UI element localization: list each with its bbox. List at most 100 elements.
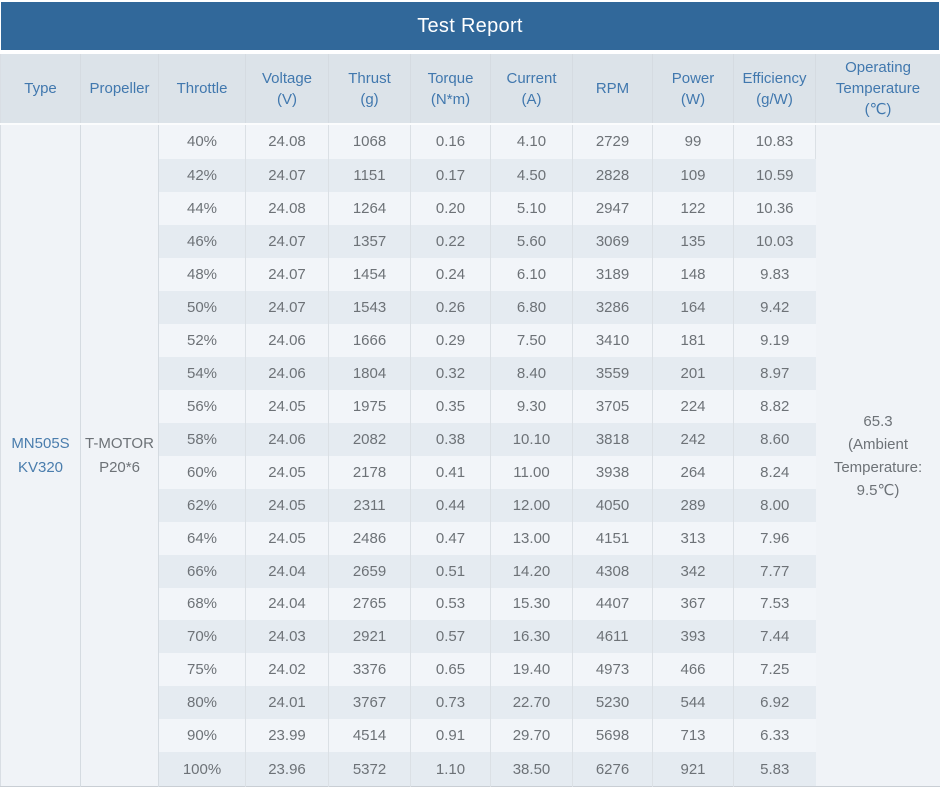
rpm-value: 3938 [572,455,653,489]
rpm-value: 3818 [572,422,653,456]
voltage-value: 24.04 [245,554,329,588]
voltage-value: 24.05 [245,455,329,489]
thrust-value: 5372 [328,752,411,787]
throttle-value: 42% [158,158,246,192]
thrust-value: 2659 [328,554,411,588]
throttle-value: 46% [158,224,246,258]
power-value: 342 [652,554,734,588]
rpm-value: 3410 [572,323,653,357]
torque-value: 0.26 [410,290,491,324]
voltage-value: 24.07 [245,158,329,192]
power-value: 393 [652,620,734,654]
rpm-value: 3705 [572,389,653,423]
thrust-value: 4514 [328,719,411,753]
table-row: 42% 24.07 1151 0.17 4.50 2828 109 10.59 [1,158,940,192]
torque-value: 0.29 [410,323,491,357]
current-value: 4.10 [490,124,573,159]
power-value: 242 [652,422,734,456]
type-cell-text: KV320 [17,458,64,476]
torque-value: 0.17 [410,158,491,192]
column-label: RPM [595,80,630,97]
table-row: 54% 24.06 1804 0.32 8.40 3559 201 8.97 [1,356,940,390]
thrust-value: 1975 [328,389,411,423]
rpm-value: 4611 [572,620,653,654]
column-header-thrust: Thrust (g) [328,54,411,125]
voltage-value: 24.07 [245,224,329,258]
torque-value: 0.57 [410,620,491,654]
table-row: 75% 24.02 3376 0.65 19.40 4973 466 7.25 [1,653,940,687]
throttle-value: 50% [158,290,246,324]
rpm-value: 4407 [572,587,653,621]
voltage-value: 24.03 [245,620,329,654]
throttle-value: 62% [158,488,246,522]
efficiency-value: 9.83 [733,257,816,291]
throttle-value: 60% [158,455,246,489]
throttle-value: 80% [158,686,246,720]
power-value: 289 [652,488,734,522]
power-value: 264 [652,455,734,489]
efficiency-value: 9.19 [733,323,816,357]
column-header-efficiency: Efficiency (g/W) [733,54,816,125]
column-label: Thrust [348,69,391,87]
voltage-value: 23.96 [245,752,329,787]
type-cell: MN505S KV320 [0,124,81,787]
current-value: 6.80 [490,290,573,324]
thrust-value: 1264 [328,191,411,225]
thrust-value: 2178 [328,455,411,489]
test-report-table: Type Propeller Throttle Voltage (V) Thrust (g)… [0,54,940,787]
throttle-value: 68% [158,587,246,621]
throttle-value: 44% [158,191,246,225]
voltage-value: 24.06 [245,356,329,390]
current-value: 11.00 [490,455,573,489]
efficiency-value: 7.96 [733,521,816,555]
power-value: 201 [652,356,734,390]
current-value: 12.00 [490,488,573,522]
column-unit: (N*m) [430,90,471,108]
table-row: 70% 24.03 2921 0.57 16.30 4611 393 7.44 [1,620,940,654]
column-header-current: Current (A) [490,54,573,125]
table-row: 66% 24.04 2659 0.51 14.20 4308 342 7.77 [1,554,940,588]
operating-temperature-cell-text: (Ambient Temperature: 9.5℃) [833,435,923,499]
power-value: 224 [652,389,734,423]
throttle-value: 90% [158,719,246,753]
power-value: 544 [652,686,734,720]
throttle-value: 56% [158,389,246,423]
thrust-value: 3767 [328,686,411,720]
efficiency-value: 8.00 [733,488,816,522]
voltage-value: 24.05 [245,488,329,522]
current-value: 16.30 [490,620,573,654]
efficiency-value: 10.83 [733,124,816,159]
efficiency-value: 7.77 [733,554,816,588]
current-value: 38.50 [490,752,573,787]
table-row: 46% 24.07 1357 0.22 5.60 3069 135 10.03 [1,224,940,258]
throttle-value: 52% [158,323,246,357]
current-value: 5.60 [490,224,573,258]
table-row: 100% 23.96 5372 1.10 38.50 6276 921 5.83 [1,752,940,787]
throttle-value: 54% [158,356,246,390]
thrust-value: 1068 [328,124,411,159]
efficiency-value: 7.25 [733,653,816,687]
thrust-value: 1151 [328,158,411,192]
power-value: 122 [652,191,734,225]
propeller-cell-text: P20*6 [99,458,140,476]
rpm-value: 3069 [572,224,653,258]
rpm-value: 3189 [572,257,653,291]
current-value: 7.50 [490,323,573,357]
torque-value: 0.73 [410,686,491,720]
propeller-cell-text: T-MOTOR [85,434,154,452]
torque-value: 1.10 [410,752,491,787]
column-header-power: Power (W) [652,54,734,125]
voltage-value: 24.05 [245,521,329,555]
column-unit: (W) [680,90,706,108]
table-row: 60% 24.05 2178 0.41 11.00 3938 264 8.24 [1,455,940,489]
column-label: Efficiency [742,69,807,87]
torque-value: 0.24 [410,257,491,291]
current-value: 13.00 [490,521,573,555]
torque-value: 0.53 [410,587,491,621]
table-row: 64% 24.05 2486 0.47 13.00 4151 313 7.96 [1,521,940,555]
efficiency-value: 6.33 [733,719,816,753]
current-value: 5.10 [490,191,573,225]
table-row: 56% 24.05 1975 0.35 9.30 3705 224 8.82 [1,389,940,423]
column-unit: (V) [277,90,297,108]
type-cell-text: MN505S [11,434,70,452]
